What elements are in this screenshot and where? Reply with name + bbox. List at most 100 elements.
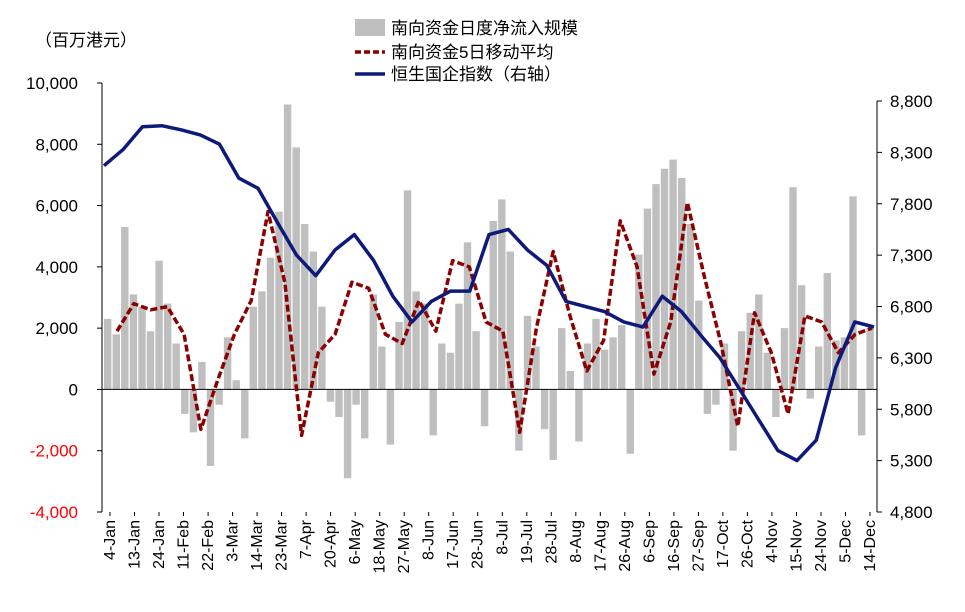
daily-flow-bar <box>463 242 472 390</box>
x-tick-label: 7-Apr <box>298 519 315 559</box>
hscei-index-line <box>102 123 875 463</box>
left-tick-label: -4,000 <box>30 503 78 522</box>
x-tick-label: 27-Sep <box>690 520 707 572</box>
right-tick-label: 7,300 <box>890 246 933 265</box>
x-tick-label: 23-Mar <box>274 519 291 570</box>
daily-flow-bar <box>592 318 600 390</box>
daily-flow-bar <box>643 208 652 390</box>
daily-flow-bar <box>429 389 437 436</box>
daily-flow-bar <box>729 389 737 451</box>
daily-flow-bar <box>215 389 223 405</box>
x-tick-label: 5-Dec <box>838 520 855 563</box>
x-tick-label: 8-Jul <box>494 520 511 555</box>
daily-flow-bar <box>112 334 120 390</box>
daily-flow-bar <box>540 389 549 430</box>
daily-flow-bar <box>412 291 420 390</box>
left-axis-unit-label: （百万港元） <box>35 31 137 50</box>
daily-flow-bar <box>558 328 566 390</box>
x-tick-label: 19-Jul <box>519 520 536 564</box>
x-tick-label: 28-Jun <box>470 520 487 569</box>
daily-flow-bar <box>789 187 797 390</box>
x-tick-label: 27-May <box>396 520 413 573</box>
daily-flow-bar <box>840 337 849 390</box>
daily-flow-bar <box>755 294 763 390</box>
x-tick-label: 8-Jun <box>421 520 438 560</box>
daily-flow-bar <box>249 306 257 390</box>
daily-flow-bar <box>686 224 694 390</box>
daily-flow-bar <box>446 352 455 390</box>
daily-flow-bar <box>523 315 532 390</box>
daily-flow-bar <box>772 389 780 417</box>
x-tick-label: 14-Mar <box>249 519 266 570</box>
daily-flow-bar <box>283 104 292 390</box>
daily-flow-bar <box>189 389 198 433</box>
daily-flow-bar <box>104 318 112 390</box>
moving-average-path <box>115 200 873 438</box>
daily-flow-bar <box>652 184 660 390</box>
daily-flow-bar <box>352 389 360 405</box>
daily-flow-bar <box>489 220 497 390</box>
daily-flow-bar <box>386 389 395 445</box>
daily-flow-bar <box>164 303 172 390</box>
daily-flow-bar <box>361 389 369 439</box>
x-tick-label: 28-Jul <box>543 520 560 564</box>
daily-flow-bar <box>309 251 317 390</box>
left-tick-label: 6,000 <box>35 197 78 216</box>
x-tick-label: 26-Aug <box>617 520 634 572</box>
x-tick-label: 17-Oct <box>715 519 732 568</box>
x-tick-label: 4-Nov <box>764 520 781 563</box>
right-tick-label: 8,800 <box>890 92 933 111</box>
x-tick-label: 6-Sep <box>641 520 658 563</box>
x-tick-label: 4-Jan <box>102 520 119 560</box>
daily-flow-bar <box>575 389 583 442</box>
x-tick-label: 13-Jan <box>127 520 144 569</box>
right-tick-label: 8,300 <box>890 143 933 162</box>
daily-flow-bar <box>857 389 866 436</box>
x-tick-label: 14-Dec <box>862 520 879 572</box>
daily-flow-bar <box>815 346 823 390</box>
daily-flow-bar <box>258 291 266 390</box>
daily-flow-bar <box>241 389 249 439</box>
x-tick-label: 17-Aug <box>592 520 609 572</box>
daily-flow-bar <box>498 199 506 390</box>
daily-flow-bar <box>155 260 163 390</box>
right-tick-label: 6,800 <box>890 298 933 317</box>
daily-flow-bar <box>138 306 146 390</box>
daily-flow-bar <box>600 349 609 390</box>
left-tick-label: 2,000 <box>35 319 78 338</box>
right-tick-label: 5,300 <box>890 452 933 471</box>
x-tick-label: 26-Oct <box>739 519 756 568</box>
x-tick-label: 15-Nov <box>789 520 806 572</box>
daily-flow-bar <box>326 389 335 402</box>
moving-average-line <box>115 200 873 438</box>
hscei-index-path <box>102 123 875 463</box>
x-tick-label: 6-May <box>347 520 364 564</box>
legend-swatch-bar <box>355 19 385 36</box>
daily-flow-bar <box>626 389 634 454</box>
right-tick-label: 6,300 <box>890 349 933 368</box>
legend-label-daily-flow: 南向资金日度净流入规模 <box>391 19 578 38</box>
daily-flow-bar <box>275 211 283 390</box>
daily-flow-bar <box>146 331 155 390</box>
daily-flow-bar <box>181 389 189 414</box>
x-tick-label: 24-Jan <box>151 520 168 569</box>
daily-flow-bar <box>301 224 309 390</box>
daily-flow-bar <box>669 159 677 390</box>
daily-flow-bar <box>618 325 626 390</box>
daily-flow-bar <box>480 389 489 427</box>
daily-flow-bar <box>763 352 771 390</box>
daily-flow-bar <box>378 346 386 390</box>
left-tick-label: 10,000 <box>26 74 78 93</box>
daily-flow-bar <box>403 190 412 390</box>
daily-flow-bar <box>849 196 857 390</box>
daily-flow-bar <box>232 380 240 390</box>
daily-flow-bar <box>532 346 540 390</box>
right-axis-ticks: 8,800 8,300 7,800 7,300 6,800 6,300 5,800 5,300… <box>877 92 933 522</box>
x-tick-label: 3-Mar <box>225 519 242 561</box>
daily-flow-bar <box>660 168 669 390</box>
x-tick-label: 8-Aug <box>568 520 585 563</box>
daily-flow-bar <box>678 178 686 390</box>
daily-flow-bar <box>703 389 712 414</box>
x-axis-ticks: 4-Jan 13-Jan 24-Jan 11-Feb 22-Feb 3-Mar 14-Mar… <box>102 512 879 573</box>
